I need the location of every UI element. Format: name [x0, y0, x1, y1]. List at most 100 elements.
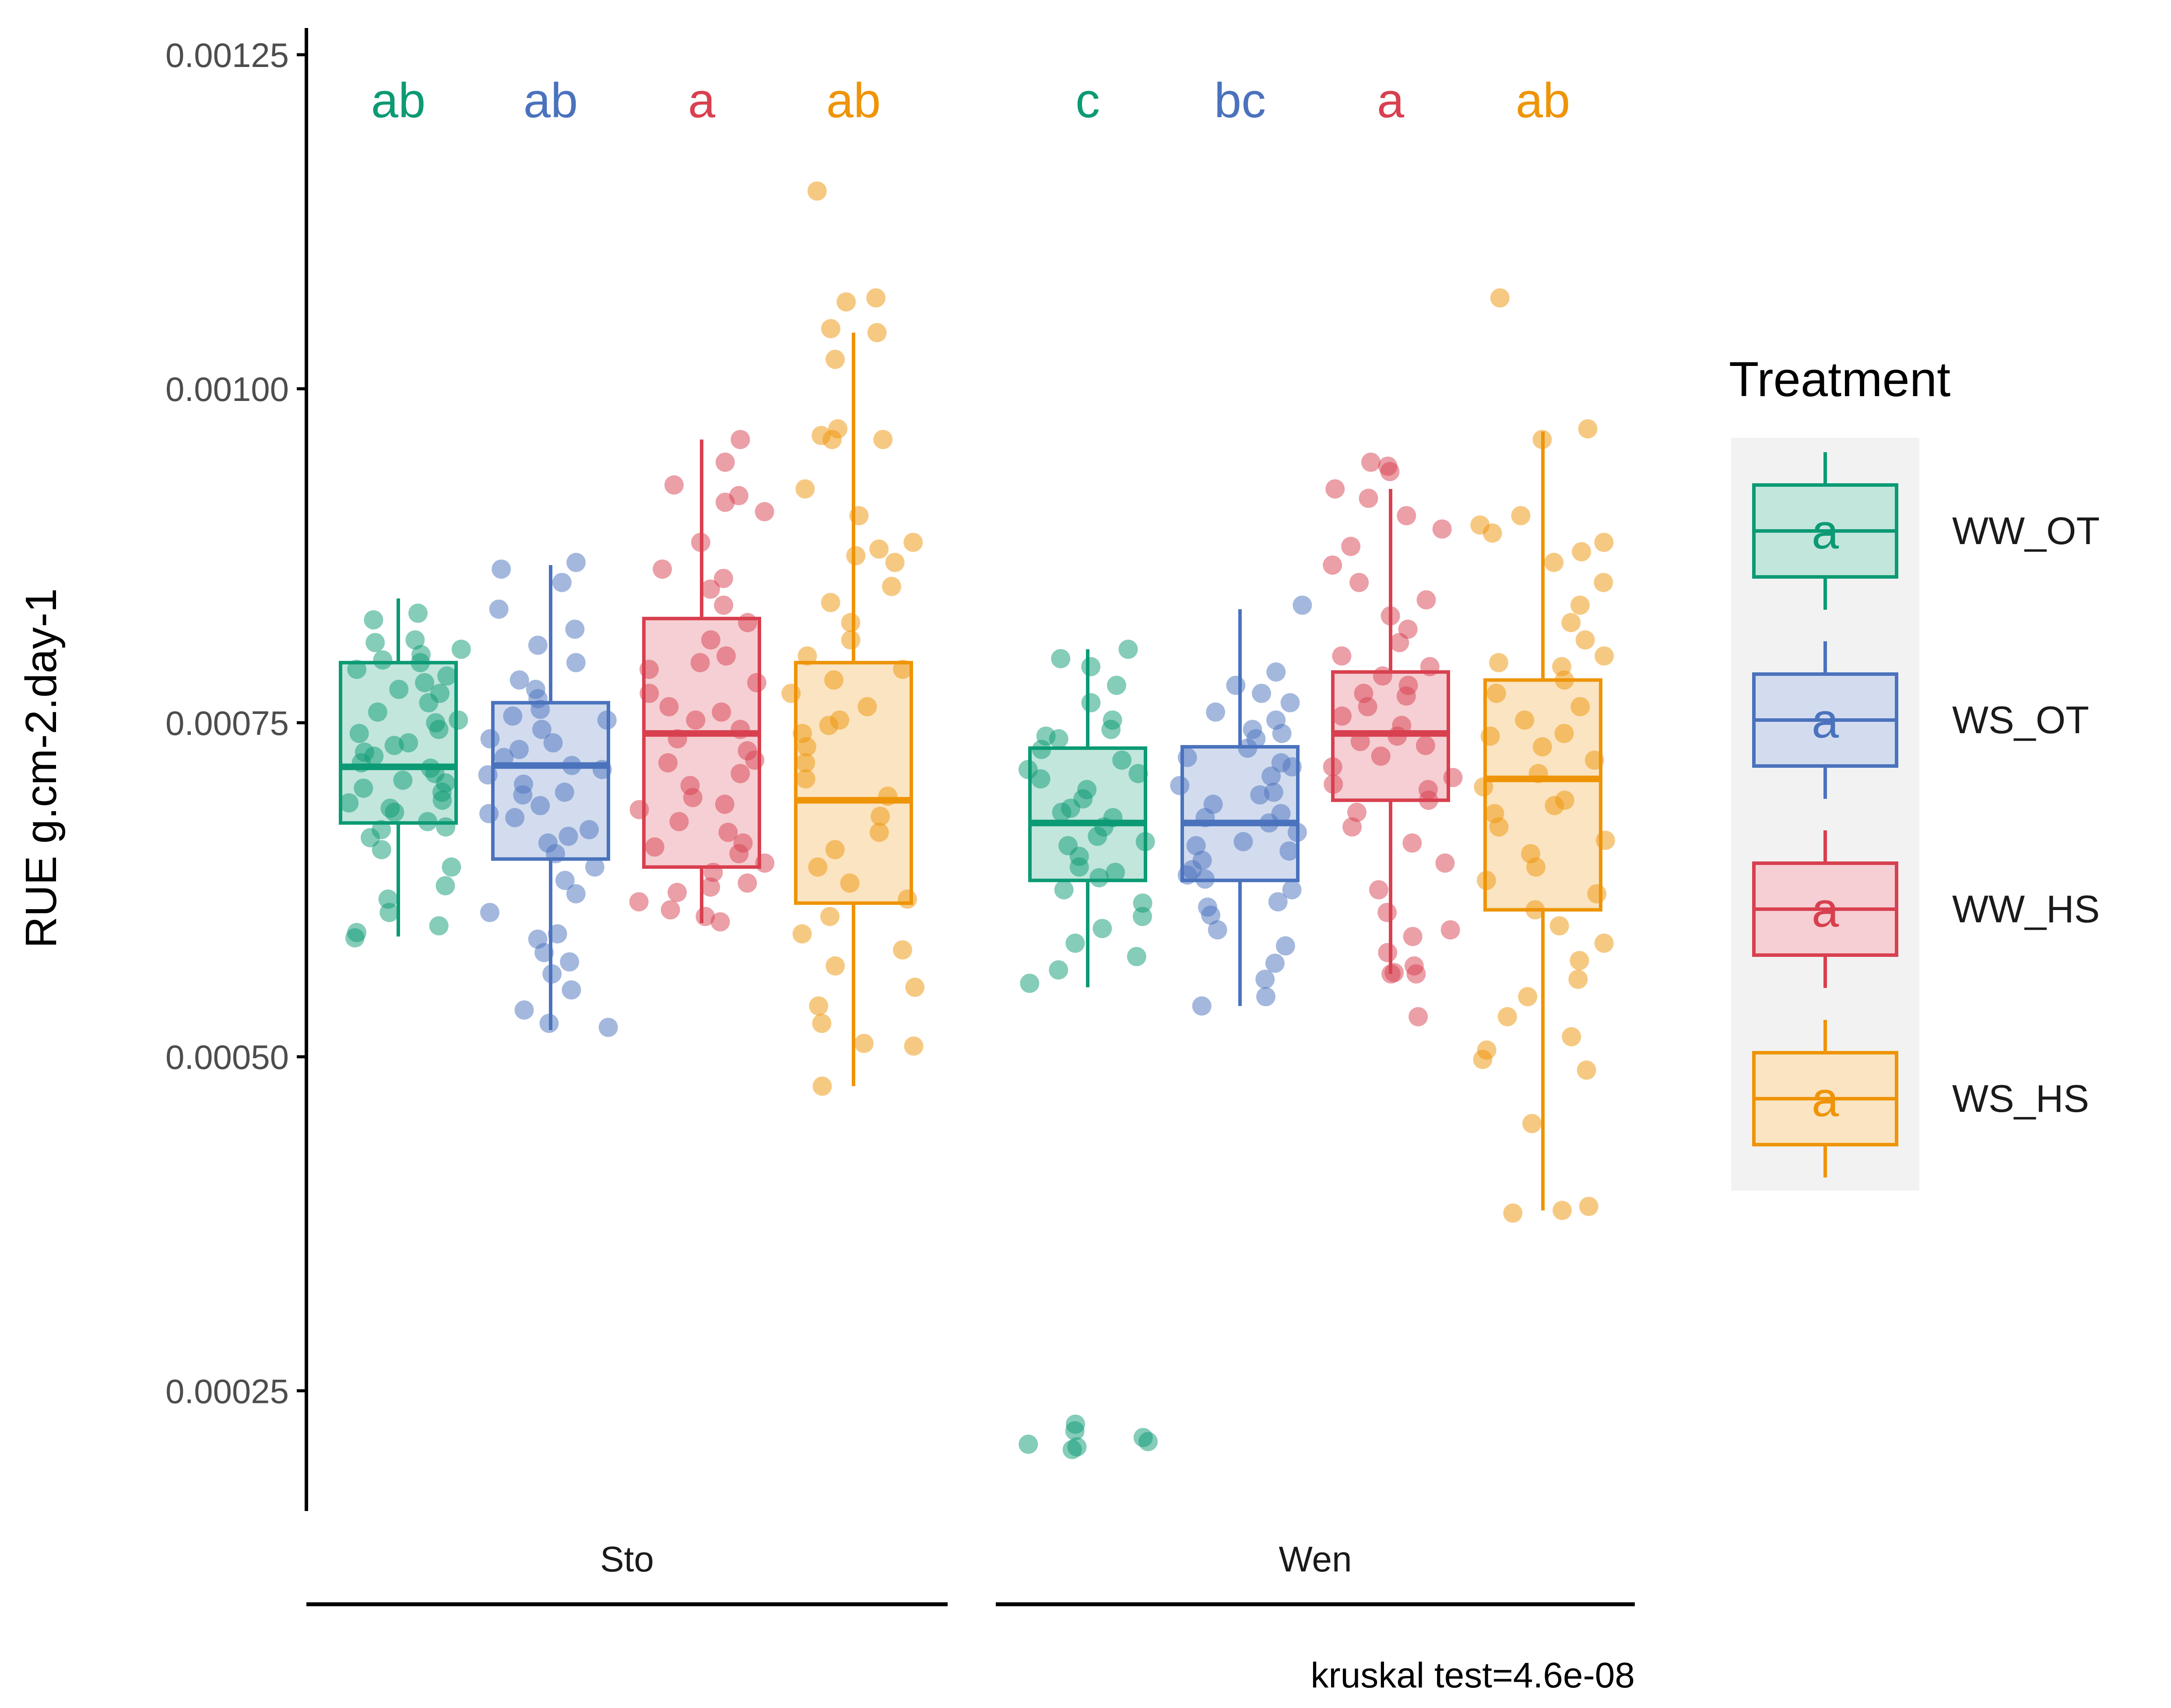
data-point — [795, 479, 815, 499]
data-point — [718, 822, 738, 842]
data-point — [1264, 782, 1283, 802]
data-point — [1594, 533, 1614, 552]
data-point — [1081, 693, 1101, 713]
facet-label-sto: Sto — [600, 1539, 654, 1579]
significance-letter: ab — [1516, 73, 1570, 128]
data-point — [513, 785, 533, 805]
data-point — [1186, 836, 1206, 855]
legend-label: WS_HS — [1952, 1077, 2089, 1120]
data-point — [585, 857, 604, 877]
data-point — [1397, 506, 1416, 526]
data-point — [738, 873, 757, 893]
facet-label-wen: Wen — [1279, 1539, 1352, 1579]
data-point — [1279, 841, 1299, 861]
data-point — [1570, 697, 1590, 717]
data-point — [432, 791, 452, 810]
data-point — [1020, 973, 1040, 993]
data-point — [1361, 453, 1381, 472]
box-wen-ww_hs — [1323, 453, 1463, 1026]
data-point — [389, 679, 409, 699]
data-point — [373, 650, 393, 670]
data-point — [873, 430, 893, 450]
data-point — [866, 288, 886, 308]
data-point — [442, 857, 461, 877]
data-point — [797, 737, 816, 757]
data-point — [1127, 947, 1146, 966]
data-point — [1396, 686, 1416, 706]
data-point — [1390, 633, 1409, 652]
data-point — [893, 940, 912, 960]
data-point — [1532, 737, 1552, 757]
data-point — [1325, 479, 1345, 499]
data-point — [1584, 750, 1604, 770]
data-point — [1402, 833, 1422, 853]
data-point — [869, 822, 889, 842]
data-point — [807, 181, 827, 201]
box-wen-ws_hs — [1470, 288, 1615, 1223]
data-point — [660, 900, 680, 920]
data-point — [824, 670, 843, 690]
data-point — [562, 980, 581, 1000]
data-point — [552, 573, 572, 592]
data-point — [841, 630, 861, 650]
data-point — [755, 853, 775, 873]
data-point — [437, 666, 457, 686]
data-point — [1031, 769, 1050, 789]
data-point — [1324, 774, 1343, 794]
data-point — [1287, 822, 1307, 842]
box-sto-ws_ot — [478, 552, 618, 1037]
data-point — [399, 733, 418, 752]
data-point — [489, 599, 509, 619]
data-point — [1359, 489, 1378, 508]
legend-key-letter: a — [1812, 504, 1839, 559]
data-point — [1544, 552, 1564, 572]
data-point — [1515, 710, 1535, 730]
data-point — [713, 569, 733, 588]
data-point — [878, 787, 898, 806]
data-point — [1561, 613, 1581, 633]
data-point — [405, 630, 425, 650]
data-point — [1354, 684, 1374, 703]
data-point — [1342, 817, 1362, 837]
data-point — [667, 882, 687, 902]
data-point — [1381, 606, 1400, 626]
data-point — [1420, 657, 1440, 676]
data-point — [1226, 675, 1246, 695]
data-point — [528, 929, 548, 949]
data-point — [361, 828, 380, 847]
data-point — [701, 877, 720, 897]
data-point — [1522, 1114, 1542, 1133]
data-point — [1482, 523, 1502, 543]
data-point — [1555, 670, 1574, 690]
data-point — [480, 729, 500, 749]
data-point — [421, 758, 440, 778]
data-point — [1195, 808, 1215, 827]
data-point — [580, 820, 599, 840]
data-point — [1069, 857, 1089, 877]
data-point — [1587, 884, 1607, 903]
data-point — [846, 546, 866, 566]
legend-label: WW_OT — [1952, 509, 2100, 552]
plot-area: ab ab a ab c bc a ab — [339, 73, 1615, 1459]
data-point — [480, 903, 499, 922]
data-point — [1579, 1197, 1598, 1216]
data-point — [562, 756, 582, 775]
data-point — [1268, 892, 1288, 912]
data-point — [885, 552, 905, 572]
data-point — [1381, 964, 1401, 984]
data-point — [1570, 951, 1589, 970]
data-point — [415, 673, 435, 692]
data-point — [1525, 900, 1545, 920]
significance-letter: ab — [523, 73, 578, 128]
data-point — [653, 559, 672, 579]
data-point — [1406, 964, 1426, 984]
data-point — [345, 928, 365, 948]
data-point — [808, 857, 828, 877]
data-point — [429, 916, 449, 936]
data-point — [384, 736, 404, 756]
data-point — [1238, 738, 1258, 758]
data-point — [1347, 802, 1367, 822]
box-iqr — [642, 617, 761, 869]
data-point — [1256, 987, 1275, 1006]
data-point — [738, 613, 758, 633]
